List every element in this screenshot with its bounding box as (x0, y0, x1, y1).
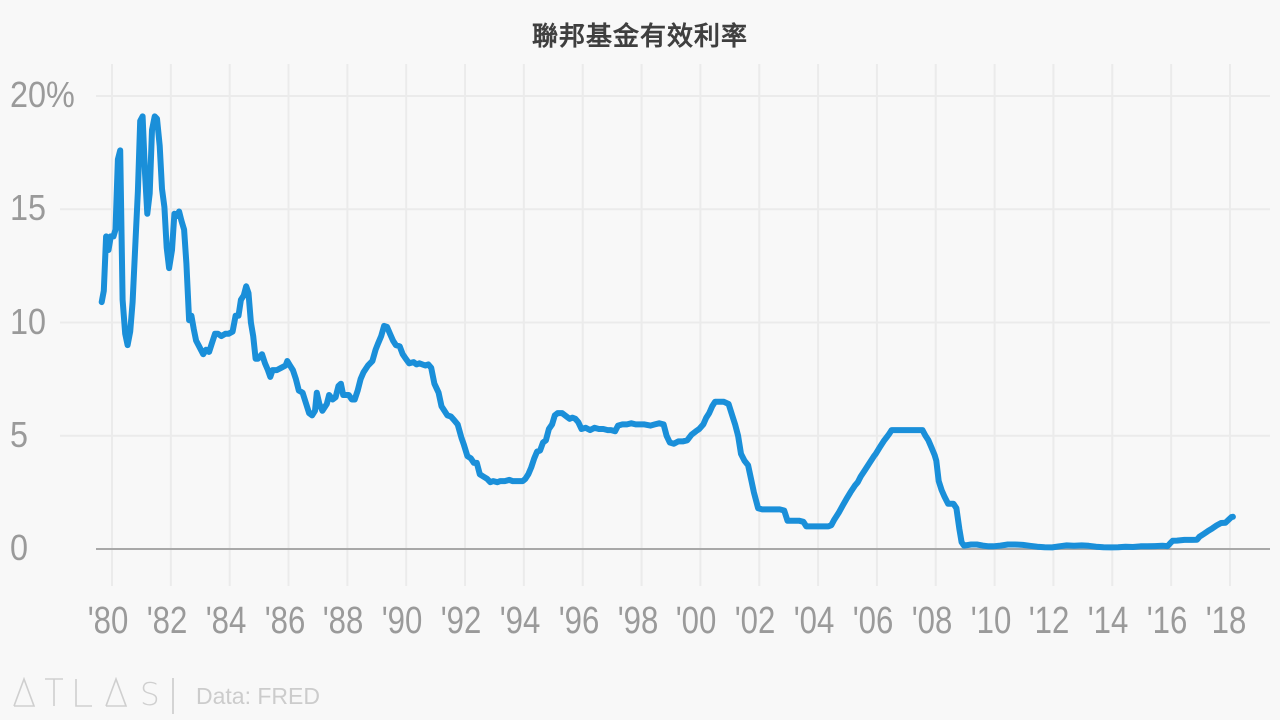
x-tick-label: '84 (205, 600, 246, 642)
x-tick-label: '82 (146, 600, 188, 642)
x-tick-label: '80 (87, 600, 129, 642)
x-tick-label: '90 (381, 600, 423, 642)
x-tick-label: '04 (793, 600, 835, 642)
x-tick-label: '18 (1205, 600, 1247, 642)
x-tick-label: '10 (970, 600, 1011, 642)
data-source: Data: FRED (196, 682, 320, 709)
y-tick-label: 15 (10, 187, 47, 229)
y-tick-label: 20% (10, 74, 75, 115)
atlas-logo: S (12, 676, 162, 716)
x-tick-label: '12 (1029, 600, 1070, 642)
atlas-wordmark-icon: S (13, 676, 162, 713)
footer: S Data: FRED (12, 676, 320, 716)
svg-text:S: S (140, 677, 162, 708)
x-tick-label: '02 (734, 600, 776, 642)
x-tick-label: '16 (1146, 600, 1188, 642)
y-tick-label: 10 (10, 300, 47, 342)
x-tick-label: '88 (323, 600, 364, 642)
x-tick-label: '98 (617, 600, 658, 642)
fed-funds-rate-line (98, 113, 1236, 551)
x-tick-label: '96 (558, 600, 600, 642)
x-tick-label: '00 (676, 600, 717, 642)
x-tick-label: '08 (911, 600, 953, 642)
gridlines (60, 64, 1270, 586)
x-tick-label: '06 (852, 600, 894, 642)
x-tick-label: '14 (1087, 600, 1129, 642)
y-tick-label: 0 (10, 527, 29, 568)
x-tick-label: '94 (499, 600, 541, 642)
x-tick-label: '86 (264, 600, 305, 642)
chart-title: 聯邦基金有效利率 (531, 22, 748, 52)
x-tick-label: '92 (440, 600, 482, 642)
y-tick-label: 5 (10, 413, 29, 455)
footer-divider (172, 678, 174, 714)
